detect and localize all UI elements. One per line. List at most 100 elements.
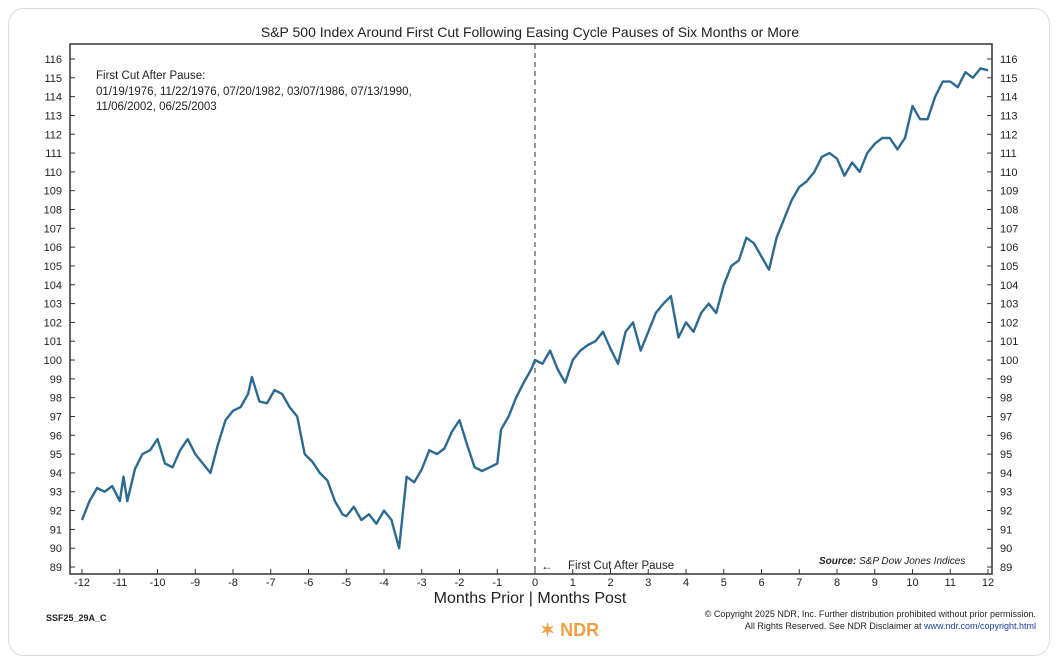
y-tick-label-right: 115 bbox=[1000, 73, 1018, 85]
y-tick-label-left: 101 bbox=[44, 336, 62, 348]
copyright-link[interactable]: www.ndr.com/copyright.html bbox=[923, 621, 1036, 631]
copyright: © Copyright 2025 NDR, Inc. Further distr… bbox=[704, 609, 1036, 619]
y-tick-label-left: 114 bbox=[44, 92, 62, 104]
x-axis-label: Months Prior | Months Post bbox=[433, 590, 627, 607]
y-tick-label-right: 116 bbox=[1000, 54, 1018, 66]
x-tick-label: 10 bbox=[906, 577, 918, 589]
y-tick-label-right: 110 bbox=[1000, 167, 1018, 179]
y-tick-label-left: 91 bbox=[50, 524, 62, 536]
x-tick-label: -7 bbox=[266, 577, 276, 589]
y-tick-label-right: 107 bbox=[1000, 223, 1018, 235]
y-tick-label-left: 108 bbox=[44, 205, 62, 217]
y-tick-label-right: 112 bbox=[1000, 129, 1018, 141]
x-tick-label: -4 bbox=[379, 577, 389, 589]
x-tick-label: 7 bbox=[796, 577, 802, 589]
y-tick-label-right: 89 bbox=[1000, 562, 1012, 574]
y-tick-label-left: 105 bbox=[44, 261, 62, 273]
annotation-title: First Cut After Pause: bbox=[96, 70, 206, 82]
y-tick-label-right: 105 bbox=[1000, 261, 1018, 273]
y-tick-label-right: 101 bbox=[1000, 336, 1018, 348]
y-tick-label-right: 98 bbox=[1000, 393, 1012, 405]
y-tick-label-right: 108 bbox=[1000, 205, 1018, 217]
y-tick-label-left: 110 bbox=[44, 167, 62, 179]
arrow-left-icon: ← bbox=[541, 559, 553, 573]
source-note: Source: S&P Dow Jones Indices bbox=[819, 556, 965, 567]
source-text: S&P Dow Jones Indices bbox=[859, 556, 966, 567]
vline-label: First Cut After Pause bbox=[568, 560, 675, 572]
plot-border bbox=[69, 43, 993, 575]
chart-title: S&P 500 Index Around First Cut Following… bbox=[260, 24, 800, 40]
x-tick-label: -12 bbox=[74, 577, 90, 589]
y-tick-label-left: 90 bbox=[50, 543, 62, 555]
ndr-bull-icon: ✶ bbox=[540, 620, 556, 640]
y-tick-label-left: 97 bbox=[50, 411, 62, 423]
window-frame bbox=[8, 8, 1050, 656]
x-tick-label: -2 bbox=[455, 577, 465, 589]
x-tick-label: 9 bbox=[872, 577, 878, 589]
y-tick-label-left: 115 bbox=[44, 73, 62, 85]
y-tick-label-left: 104 bbox=[44, 280, 62, 292]
x-tick-label: -8 bbox=[228, 577, 238, 589]
y-tick-label-right: 90 bbox=[1000, 543, 1012, 555]
y-tick-label-right: 94 bbox=[1000, 468, 1012, 480]
y-tick-label-right: 100 bbox=[1000, 355, 1018, 367]
y-tick-label-right: 111 bbox=[1000, 148, 1017, 160]
ndr-logo: ✶ NDR bbox=[540, 620, 599, 641]
x-tick-label: 1 bbox=[570, 577, 576, 589]
y-tick-label-left: 99 bbox=[50, 374, 62, 386]
y-tick-label-left: 92 bbox=[50, 506, 62, 518]
x-tick-label: -10 bbox=[150, 577, 166, 589]
y-tick-label-right: 114 bbox=[1000, 92, 1018, 104]
rights-text: All Rights Reserved. See NDR Disclaimer … bbox=[744, 621, 924, 631]
y-tick-label-left: 94 bbox=[50, 468, 62, 480]
x-tick-label: -11 bbox=[112, 577, 127, 589]
x-tick-label: 2 bbox=[607, 577, 613, 589]
y-tick-label-right: 97 bbox=[1000, 411, 1012, 423]
y-tick-label-right: 91 bbox=[1000, 524, 1012, 536]
y-tick-label-right: 92 bbox=[1000, 506, 1012, 518]
y-tick-label-right: 103 bbox=[1000, 299, 1018, 311]
y-tick-label-right: 93 bbox=[1000, 487, 1012, 499]
y-tick-label-left: 113 bbox=[44, 110, 62, 122]
x-tick-label: -6 bbox=[304, 577, 314, 589]
chart-code: SSF25_29A_C bbox=[46, 613, 107, 623]
x-tick-label: 11 bbox=[945, 577, 956, 589]
y-tick-label-right: 102 bbox=[1000, 317, 1018, 329]
y-tick-label-left: 102 bbox=[44, 317, 62, 329]
y-tick-label-right: 113 bbox=[1000, 110, 1018, 122]
series-line-sp500 bbox=[80, 67, 989, 550]
annotation-line: 11/06/2002, 06/25/2003 bbox=[96, 101, 217, 113]
x-tick-label: -9 bbox=[190, 577, 200, 589]
y-tick-label-right: 106 bbox=[1000, 242, 1018, 254]
y-tick-label-left: 109 bbox=[44, 186, 62, 198]
x-tick-label: -1 bbox=[492, 577, 502, 589]
y-tick-label-right: 104 bbox=[1000, 280, 1018, 292]
rights-note: All Rights Reserved. See NDR Disclaimer … bbox=[745, 621, 1036, 631]
y-tick-label-left: 112 bbox=[44, 129, 62, 141]
y-tick-label-left: 96 bbox=[50, 430, 62, 442]
x-tick-label: 8 bbox=[834, 577, 840, 589]
y-tick-label-left: 98 bbox=[50, 393, 62, 405]
x-tick-label: 6 bbox=[758, 577, 764, 589]
y-tick-label-right: 99 bbox=[1000, 374, 1012, 386]
y-tick-label-left: 95 bbox=[50, 449, 62, 461]
x-tick-label: 3 bbox=[645, 577, 651, 589]
x-tick-label: 0 bbox=[532, 577, 538, 589]
x-tick-label: 12 bbox=[982, 577, 994, 589]
y-tick-label-left: 103 bbox=[44, 299, 62, 311]
y-tick-label-right: 109 bbox=[1000, 186, 1018, 198]
y-tick-label-left: 107 bbox=[44, 223, 62, 235]
y-tick-label-left: 106 bbox=[44, 242, 62, 254]
logo-text: NDR bbox=[560, 620, 600, 640]
y-tick-label-left: 93 bbox=[50, 487, 62, 499]
x-tick-label: -5 bbox=[341, 577, 351, 589]
y-tick-label-left: 89 bbox=[50, 562, 62, 574]
x-tick-label: 5 bbox=[721, 577, 727, 589]
x-tick-label: 4 bbox=[683, 577, 689, 589]
y-tick-label-right: 96 bbox=[1000, 430, 1012, 442]
x-tick-label: -3 bbox=[417, 577, 427, 589]
y-tick-label-right: 95 bbox=[1000, 449, 1012, 461]
y-tick-label-left: 111 bbox=[45, 148, 62, 160]
y-tick-label-left: 100 bbox=[44, 355, 62, 367]
